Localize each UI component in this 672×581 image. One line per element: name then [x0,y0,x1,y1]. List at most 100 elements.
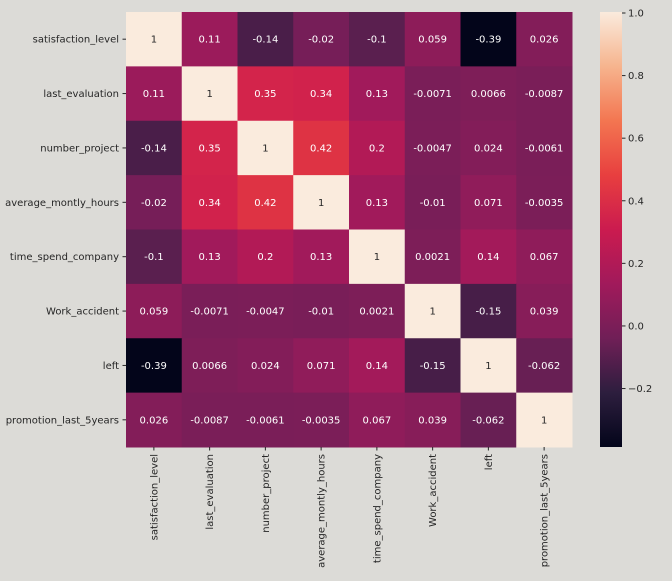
heatmap-cell [237,283,294,339]
cell-annotation: 0.0066 [471,89,506,100]
heatmap-cell [126,12,183,67]
cell-annotation: 1 [206,89,212,100]
cell-annotation: -0.0061 [525,143,564,154]
cell-annotation: 1 [318,198,324,209]
heatmap-cell [404,12,461,67]
heatmap-cell [349,229,406,285]
cell-annotation: 0.13 [366,198,388,209]
cell-annotation: 0.14 [477,252,499,263]
colorbar-tick-label: 0.8 [628,71,644,82]
heatmap-cell [349,175,406,230]
cell-annotation: -0.1 [144,252,164,263]
heatmap-cell [460,338,517,394]
x-tick-label: time_spend_company [372,454,383,563]
heatmap-cell [181,283,238,339]
heatmap-cell [516,229,573,285]
heatmap-cell [516,12,573,67]
cell-annotation: 0.039 [418,415,447,426]
colorbar-ticks: 1.0 0.8 0.6 0.4 0.2 0.0 −0.2 [622,9,652,395]
y-tick-label: last_evaluation [43,89,119,100]
heatmap-cell [126,120,183,176]
cell-annotation: -0.0071 [413,89,452,100]
cell-annotation: 0.34 [310,89,332,100]
heatmap-cell [460,283,517,339]
cell-annotation: 0.42 [310,143,332,154]
heatmap-cell [181,392,238,448]
cell-annotation: 0.026 [140,415,169,426]
cell-annotation: -0.0035 [302,415,341,426]
cell-annotation: 1 [262,143,268,154]
cell-annotation: 0.42 [254,198,276,209]
cell-annotation: 0.35 [254,89,276,100]
cell-annotation: 0.067 [530,252,559,263]
heatmap-cell [181,229,238,285]
y-tick-label: number_project [40,143,119,154]
cell-annotation: 1 [541,415,547,426]
cell-annotation: 0.059 [140,307,169,318]
cell-annotation: 0.071 [307,361,336,372]
heatmap-cell [181,120,238,176]
colorbar-tick-label: 0.2 [628,259,644,270]
x-axis-labels: satisfaction_level last_evaluation number_… [149,447,551,568]
cell-annotation: 1 [429,307,435,318]
cell-annotation: 0.2 [369,143,385,154]
cell-annotation: 0.13 [366,89,388,100]
cell-annotation: 1 [374,252,380,263]
heatmap-cell [516,392,573,448]
colorbar-tick-label: 1.0 [628,9,644,20]
heatmap-cell [237,392,294,448]
cell-annotation: -0.15 [420,361,446,372]
heatmap-cell [293,12,350,67]
heatmap-cell [404,338,461,394]
cell-annotation: -0.0061 [246,415,285,426]
heatmap-cell [404,229,461,285]
x-tick-label: promotion_last_5years [540,454,551,567]
heatmap-cell [460,175,517,230]
heatmap-cell [460,12,517,67]
cell-annotation: -0.02 [141,198,167,209]
heatmap-cell [293,392,350,448]
cell-annotation: 0.11 [198,35,220,46]
heatmap-cell [516,283,573,339]
cell-annotation: 0.13 [310,252,332,263]
cell-annotation: 0.13 [198,252,220,263]
colorbar-tick-label: −0.2 [628,384,652,395]
heatmap-cell [181,175,238,230]
cell-annotation: -0.15 [475,307,501,318]
cell-annotation: 0.039 [530,307,559,318]
cell-annotation: 0.067 [363,415,392,426]
heatmap-cell [181,338,238,394]
heatmap-cell [181,66,238,122]
heatmap-cell [349,392,406,448]
heatmap-cell [293,229,350,285]
x-tick-label: satisfaction_level [149,454,160,540]
heatmap-cell [126,283,183,339]
heatmap-cell [404,66,461,122]
cell-annotation: -0.0047 [246,307,285,318]
heatmap-cell [349,283,406,339]
heatmap-cell [349,338,406,394]
heatmap-cell [516,66,573,122]
heatmap-cell [349,12,406,67]
heatmap-cell [237,175,294,230]
cell-annotation: -0.39 [141,361,167,372]
cell-annotation: 0.11 [143,89,165,100]
cell-annotation: -0.062 [472,415,504,426]
cell-annotation: -0.0035 [525,198,564,209]
heatmap-cell [126,175,183,230]
heatmap-cells: 1 0.11 -0.14 -0.02 -0.1 0.059 -0.39 0.026 0.11 1 0… [126,12,573,448]
heatmap-cell [293,338,350,394]
cell-annotation: -0.01 [420,198,446,209]
cell-annotation: 0.0021 [359,307,394,318]
cell-annotation: 0.0021 [415,252,450,263]
heatmap-cell [349,66,406,122]
cell-annotation: -0.0047 [413,143,452,154]
cell-annotation: -0.0087 [525,89,564,100]
cell-annotation: -0.02 [308,35,334,46]
heatmap-cell [460,229,517,285]
cell-annotation: -0.14 [252,35,278,46]
heatmap-cell [516,120,573,176]
heatmap-cell [460,66,517,122]
cell-annotation: -0.062 [528,361,560,372]
